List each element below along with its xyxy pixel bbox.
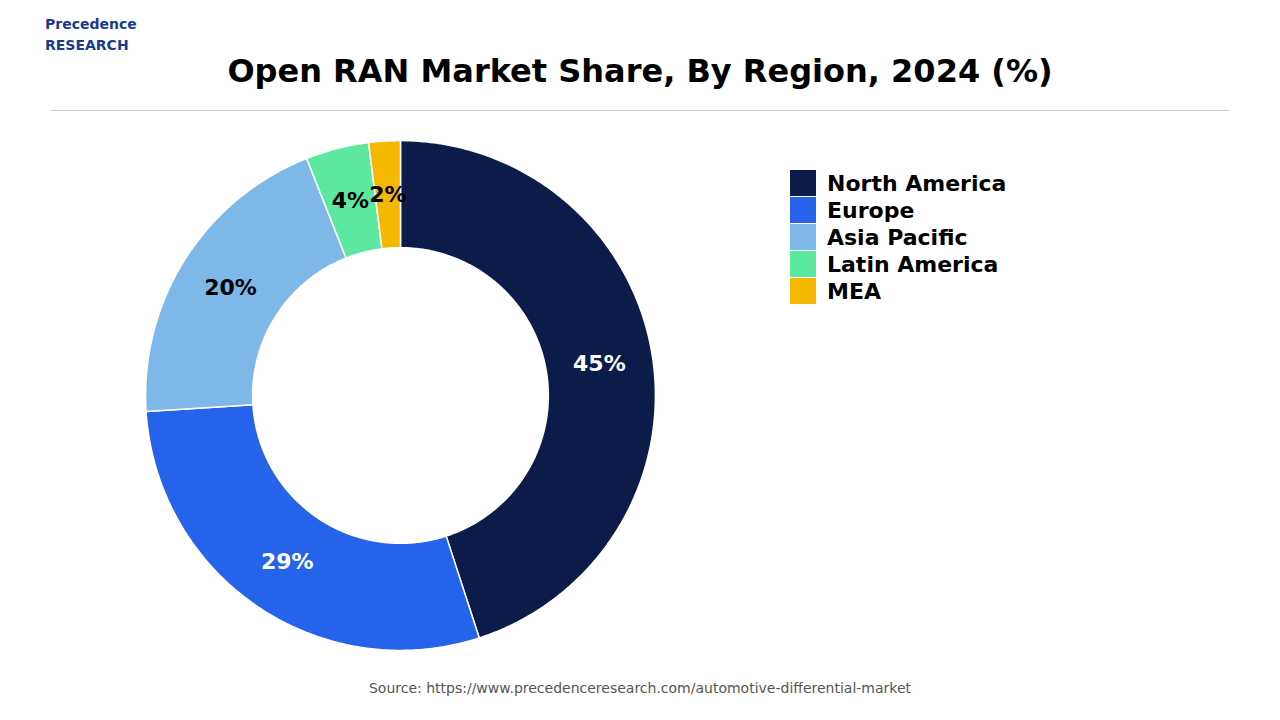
html-text:RESEARCH: RESEARCH [45, 37, 129, 53]
svg-text:2%: 2% [369, 182, 406, 207]
html-text:Open RAN Market Share, By Regi: Open RAN Market Share, By Region, 2024 (… [227, 52, 1053, 90]
html-text:Latin America: Latin America [827, 251, 999, 277]
svg-text:4%: 4% [332, 187, 369, 212]
html-text:North America: North America [827, 170, 1007, 196]
html-text:Source: https://www.precedence: Source: https://www.precedenceresearch.c… [368, 680, 912, 696]
html-text:MEA: MEA [827, 278, 881, 304]
svg-text:29%: 29% [261, 549, 314, 574]
html-text:Precedence: Precedence [45, 16, 137, 32]
html-text:Europe: Europe [827, 197, 915, 223]
svg-text:45%: 45% [573, 351, 626, 376]
html-text:Asia Pacific: Asia Pacific [827, 224, 968, 250]
svg-text:20%: 20% [204, 275, 257, 300]
